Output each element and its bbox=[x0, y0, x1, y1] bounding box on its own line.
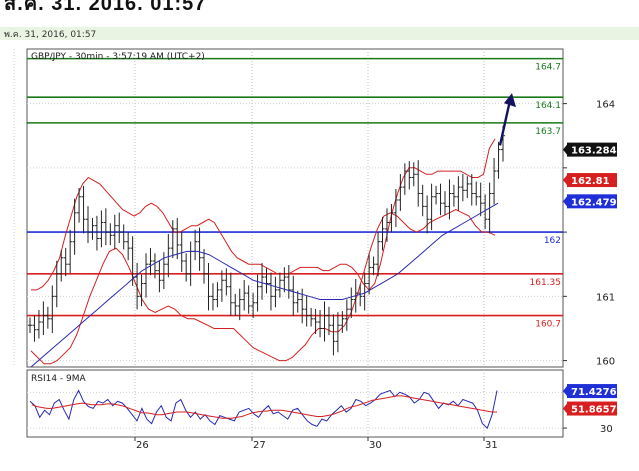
projection-arrow bbox=[498, 93, 516, 146]
price-tag-label: 162.81 bbox=[571, 176, 610, 187]
lower-band bbox=[30, 209, 496, 365]
price-tag-box bbox=[567, 401, 617, 416]
rsi-title: RSI14 - 9MA bbox=[31, 374, 87, 384]
level-label: 162 bbox=[544, 236, 561, 246]
price-tag-pointer bbox=[563, 196, 567, 207]
y-axis: 160 161 164 30 bbox=[563, 100, 615, 435]
window-title-fragment: ส.ค. 31, 2016, 01:57 bbox=[0, 0, 639, 10]
price-tag-pointer bbox=[563, 144, 567, 155]
candles bbox=[28, 125, 505, 356]
price-tag-label: 51.8657 bbox=[571, 405, 617, 416]
rsi-ma-line bbox=[31, 395, 497, 419]
x-tick-label: 30 bbox=[369, 440, 382, 451]
rsi-panel bbox=[26, 369, 564, 438]
price-tag-pointer bbox=[563, 403, 567, 414]
bollinger-bands bbox=[30, 138, 496, 365]
rsi-y-tick-label: 30 bbox=[600, 424, 613, 435]
x-tick-label: 31 bbox=[485, 440, 498, 451]
price-tag-label: 163.284 bbox=[571, 146, 617, 157]
ma-line bbox=[30, 202, 499, 368]
price-tag-box bbox=[567, 173, 617, 188]
level-label: 164.1 bbox=[535, 101, 561, 111]
level-label: 163.7 bbox=[535, 127, 561, 137]
x-tick-label: 26 bbox=[136, 440, 149, 451]
price-tag-box bbox=[567, 142, 617, 157]
upper-band bbox=[31, 138, 496, 291]
price-tag-pointer bbox=[563, 175, 567, 186]
arrow-shaft bbox=[498, 100, 512, 146]
main-panel bbox=[26, 48, 564, 368]
x-axis: 26 27 30 31 bbox=[134, 437, 498, 451]
price-tag-box bbox=[567, 194, 617, 209]
rsi-lines bbox=[29, 389, 498, 429]
price-tag-label: 162.479 bbox=[571, 197, 617, 208]
y-tick-label: 160 bbox=[596, 357, 615, 368]
date-label: พ.ค. 31, 2016, 01:57 bbox=[4, 30, 97, 40]
moving-average bbox=[30, 202, 499, 368]
window-title-text: ส.ค. 31, 2016, 01:57 bbox=[4, 0, 206, 10]
x-tick-label: 27 bbox=[253, 440, 266, 451]
arrow-head bbox=[504, 93, 516, 108]
horizontal-levels: 164.7 164.1 163.7 162 161.35 160.7 bbox=[27, 57, 563, 330]
level-label: 160.7 bbox=[535, 320, 561, 330]
level-label: 161.35 bbox=[530, 278, 562, 288]
price-tags: 163.284 162.81 162.479 71.4276 51.8657 bbox=[563, 142, 617, 416]
date-strip: พ.ค. 31, 2016, 01:57 bbox=[0, 27, 639, 40]
price-tag-label: 71.4276 bbox=[571, 387, 617, 398]
y-tick-label: 164 bbox=[596, 100, 615, 111]
y-tick-label: 161 bbox=[596, 292, 615, 303]
price-tag-pointer bbox=[563, 386, 567, 397]
level-label: 164.7 bbox=[535, 63, 561, 73]
price-tag-box bbox=[567, 384, 617, 399]
chart-title: GBP/JPY - 30min - 3:57:19 AM (UTC+2) bbox=[31, 52, 205, 62]
